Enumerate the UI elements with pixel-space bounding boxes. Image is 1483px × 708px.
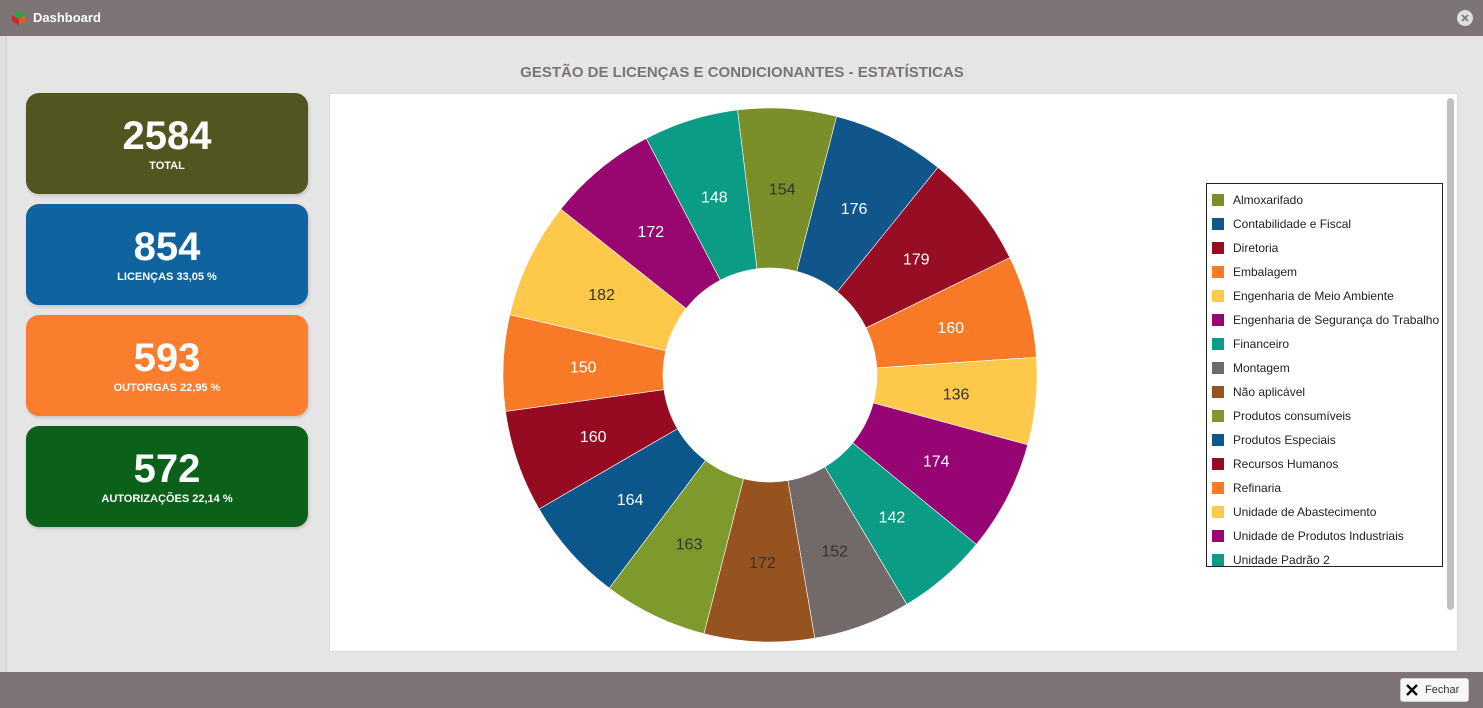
donut-chart: 154 176 179 160 136 174 142 152 172 163 164 160 150 1… bbox=[502, 107, 1038, 643]
legend-item[interactable]: Almoxarifado bbox=[1207, 188, 1442, 212]
legend-label: Refinaria bbox=[1233, 481, 1282, 495]
licencas-value: 854 bbox=[133, 225, 201, 269]
legend-item[interactable]: Produtos consumíveis bbox=[1207, 404, 1442, 428]
legend-swatch bbox=[1212, 458, 1224, 470]
slice-label-7: 152 bbox=[821, 543, 848, 560]
fechar-label: Fechar bbox=[1425, 684, 1460, 696]
slice-label-6: 142 bbox=[879, 510, 906, 527]
slice-label-8: 172 bbox=[749, 555, 776, 572]
legend-label: Produtos consumíveis bbox=[1233, 409, 1352, 423]
chart-legend: Almoxarifado Contabilidade e Fiscal Direto… bbox=[1206, 183, 1443, 567]
legend-swatch bbox=[1212, 410, 1224, 422]
legend-label: Recursos Humanos bbox=[1233, 457, 1339, 471]
slice-label-12: 150 bbox=[570, 359, 597, 376]
legend-swatch bbox=[1212, 314, 1224, 326]
close-window-icon[interactable] bbox=[1457, 10, 1473, 26]
legend-item[interactable]: Unidade Padrão 2 bbox=[1207, 548, 1442, 572]
legend-label: Montagem bbox=[1233, 361, 1290, 375]
legend-label: Não aplicável bbox=[1233, 385, 1306, 399]
legend-label: Embalagem bbox=[1233, 265, 1298, 279]
total-value: 2584 bbox=[122, 114, 212, 158]
slice-15[interactable] bbox=[645, 109, 758, 281]
legend-label: Diretoria bbox=[1233, 241, 1279, 255]
legend-swatch bbox=[1212, 242, 1224, 254]
legend-item[interactable]: Engenharia de Segurança do Trabalho bbox=[1207, 308, 1442, 332]
close-icon bbox=[1406, 684, 1418, 696]
legend-item[interactable]: Recursos Humanos bbox=[1207, 452, 1442, 476]
legend-swatch bbox=[1212, 290, 1224, 302]
legend-label: Contabilidade e Fiscal bbox=[1233, 217, 1352, 231]
window-titlebar: Dashboard bbox=[0, 0, 1483, 36]
legend-swatch bbox=[1212, 386, 1224, 398]
outorgas-value: 593 bbox=[133, 336, 201, 380]
legend-item[interactable]: Diretoria bbox=[1207, 236, 1442, 260]
legend-item[interactable]: Contabilidade e Fiscal bbox=[1207, 212, 1442, 236]
slice-label-9: 163 bbox=[676, 537, 703, 554]
slice-label-4: 136 bbox=[943, 387, 970, 404]
total-card: 2584 TOTAL bbox=[26, 93, 308, 194]
legend-label: Unidade de Abastecimento bbox=[1233, 505, 1377, 519]
legend-label: Engenharia de Segurança do Trabalho bbox=[1233, 313, 1440, 327]
left-edge-strip bbox=[0, 36, 7, 672]
total-label: TOTAL bbox=[149, 160, 185, 172]
legend-item[interactable]: Unidade de Produtos Industriais bbox=[1207, 524, 1442, 548]
outorgas-label: OUTORGAS 22,95 % bbox=[113, 382, 221, 394]
legend-item[interactable]: Embalagem bbox=[1207, 260, 1442, 284]
legend-item[interactable]: Montagem bbox=[1207, 356, 1442, 380]
legend-item[interactable]: Não aplicável bbox=[1207, 380, 1442, 404]
licencas-label: LICENÇAS 33,05 % bbox=[117, 271, 217, 283]
legend-swatch bbox=[1212, 338, 1224, 350]
legend-label: Almoxarifado bbox=[1233, 193, 1304, 207]
legend-swatch bbox=[1212, 362, 1224, 374]
slice-label-14: 172 bbox=[637, 224, 664, 241]
legend-item[interactable]: Produtos Especiais bbox=[1207, 428, 1442, 452]
fechar-button[interactable]: Fechar bbox=[1400, 678, 1469, 702]
slice-label-11: 160 bbox=[580, 429, 607, 446]
chart-panel: 154 176 179 160 136 174 142 152 172 163 164 160 150 1… bbox=[329, 93, 1458, 652]
slice-label-2: 179 bbox=[903, 251, 930, 268]
legend-item[interactable]: Engenharia de Meio Ambiente bbox=[1207, 284, 1442, 308]
slice-label-1: 176 bbox=[841, 201, 868, 218]
legend-swatch bbox=[1212, 554, 1224, 566]
app-logo-icon bbox=[12, 11, 26, 25]
legend-swatch bbox=[1212, 194, 1224, 206]
legend-swatch bbox=[1212, 218, 1224, 230]
legend-label: Unidade Padrão 2 bbox=[1233, 553, 1330, 567]
legend-label: Financeiro bbox=[1233, 337, 1290, 351]
slice-label-15: 148 bbox=[701, 189, 728, 206]
licencas-card: 854 LICENÇAS 33,05 % bbox=[26, 204, 308, 305]
legend-swatch bbox=[1212, 530, 1224, 542]
window-footer: Fechar bbox=[0, 672, 1483, 708]
slice-label-5: 174 bbox=[923, 454, 950, 471]
window-title: Dashboard bbox=[33, 10, 101, 25]
slice-label-10: 164 bbox=[617, 492, 644, 509]
autorizacoes-value: 572 bbox=[133, 447, 201, 491]
legend-swatch bbox=[1212, 482, 1224, 494]
legend-swatch bbox=[1212, 266, 1224, 278]
slice-label-3: 160 bbox=[937, 320, 964, 337]
legend-label: Unidade de Produtos Industriais bbox=[1233, 529, 1404, 543]
legend-item[interactable]: Financeiro bbox=[1207, 332, 1442, 356]
page-title: GESTÃO DE LICENÇAS E CONDICIONANTES - ES… bbox=[520, 64, 964, 81]
legend-label: Engenharia de Meio Ambiente bbox=[1233, 289, 1394, 303]
scrollbar-thumb[interactable] bbox=[1447, 98, 1454, 610]
legend-item[interactable]: Unidade de Abastecimento bbox=[1207, 500, 1442, 524]
legend-swatch bbox=[1212, 506, 1224, 518]
legend-item[interactable]: Refinaria bbox=[1207, 476, 1442, 500]
slice-label-13: 182 bbox=[588, 287, 615, 304]
outorgas-card: 593 OUTORGAS 22,95 % bbox=[26, 315, 308, 416]
legend-label: Produtos Especiais bbox=[1233, 433, 1336, 447]
autorizacoes-card: 572 AUTORIZAÇÕES 22,14 % bbox=[26, 426, 308, 527]
slice-label-0: 154 bbox=[769, 181, 796, 198]
vertical-scrollbar[interactable] bbox=[1446, 96, 1455, 647]
autorizacoes-label: AUTORIZAÇÕES 22,14 % bbox=[101, 493, 233, 505]
legend-swatch bbox=[1212, 434, 1224, 446]
